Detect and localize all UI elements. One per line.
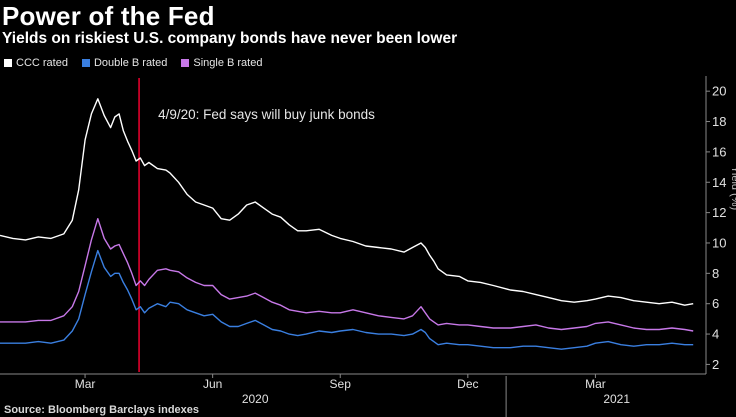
y-axis-label: Yield (%) <box>729 166 736 210</box>
chart-title: Power of the Fed <box>2 1 215 31</box>
legend-item-single-b: Single B rated <box>181 57 262 69</box>
legend-item-ccc: CCC rated <box>4 57 68 69</box>
x-tick-label-1: Jun <box>203 377 222 391</box>
y-tick-label-12: 12 <box>712 205 726 220</box>
legend-label-double-b: Double B rated <box>93 57 168 69</box>
chart-subtitle: Yields on riskiest U.S. company bonds ha… <box>2 30 458 47</box>
legend-label-ccc: CCC rated <box>16 57 68 69</box>
legend-swatch-double-b <box>81 59 90 67</box>
legend-item-double-b: Double B rated <box>81 57 168 69</box>
y-tick-label-4: 4 <box>712 327 719 342</box>
x-tick-label-3: Dec <box>457 377 478 391</box>
legend: CCC rated Double B rated Single B rated <box>4 57 262 69</box>
legend-swatch-single-b <box>181 59 190 67</box>
y-tick-label-10: 10 <box>712 235 726 250</box>
y-tick-label-8: 8 <box>712 266 719 281</box>
y-tick-label-20: 20 <box>712 84 726 99</box>
y-tick-label-16: 16 <box>712 144 726 159</box>
x-tick-label-2: Sep <box>330 377 352 391</box>
annotation-text: 4/9/20: Fed says will buy junk bonds <box>158 107 375 122</box>
y-tick-label-14: 14 <box>712 175 726 190</box>
year-label-0: 2020 <box>242 392 269 406</box>
series-line-single-b <box>0 217 694 332</box>
legend-label-single-b: Single B rated <box>193 57 263 69</box>
x-tick-label-4: Mar <box>585 377 606 391</box>
series-line-ccc <box>0 98 694 306</box>
legend-swatch-ccc <box>4 59 12 67</box>
y-tick-label-18: 18 <box>712 114 726 129</box>
y-tick-label-2: 2 <box>712 357 719 372</box>
y-tick-label-6: 6 <box>712 296 719 311</box>
year-label-1: 2021 <box>603 392 630 406</box>
source-note: Source: Bloomberg Barclays indexes <box>4 404 200 416</box>
x-tick-label-0: Mar <box>75 377 96 391</box>
series-line-double-b <box>0 249 694 350</box>
